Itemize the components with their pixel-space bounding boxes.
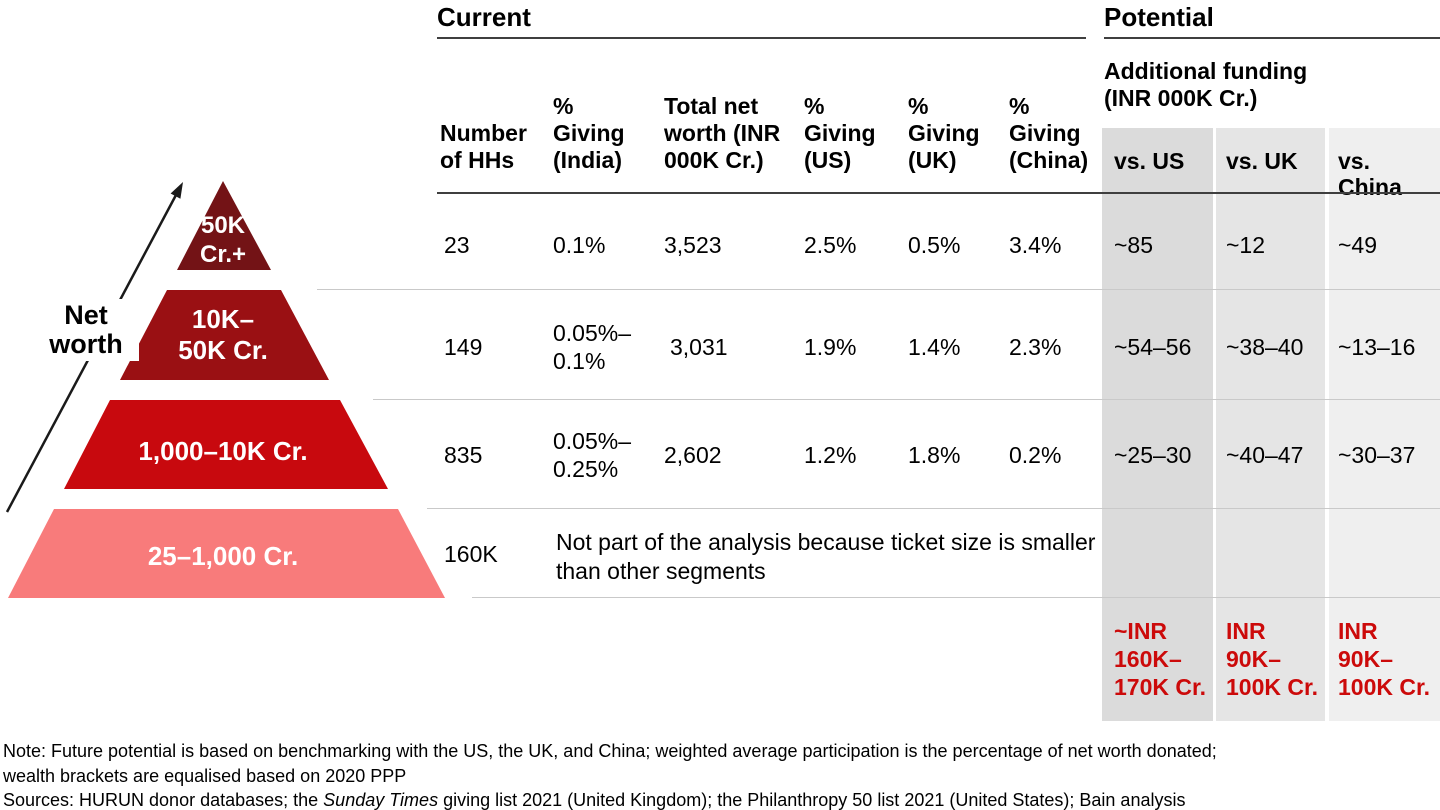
row1-giving-us: 2.5% (804, 232, 857, 258)
row3-giving-uk: 1.8% (908, 442, 961, 468)
row4-number-of-hhs: 160K (444, 541, 498, 567)
row1-giving-china: 3.4% (1009, 232, 1062, 258)
row1-vs-uk: ~12 (1226, 232, 1266, 258)
sources-suffix: giving list 2021 (United Kingdom); the P… (438, 790, 1186, 810)
table-header-underline (437, 192, 1440, 194)
vs-us-column-band (1102, 128, 1213, 721)
row4-exclusion-note: Not part of the analysis because ticket … (556, 529, 1096, 584)
row3-net-worth: 2,602 (664, 442, 722, 468)
pyramid-tier-50k-plus (177, 181, 271, 270)
current-section-title: Current (437, 2, 531, 32)
row3-giving-us: 1.2% (804, 442, 857, 468)
column-header-giving-us: % Giving (US) (804, 93, 876, 173)
column-header-vs-us: vs. US (1114, 148, 1185, 174)
row2-vs-us: ~54–56 (1114, 334, 1192, 360)
column-header-vs-china: vs. China (1338, 148, 1402, 200)
sources-prefix: Sources: HURUN donor databases; the (3, 790, 324, 810)
column-header-giving-uk: % Giving (UK) (908, 93, 980, 173)
footnote-line-2: wealth brackets are equalised based on 2… (3, 766, 407, 786)
pyramid-tier-label-1000-10k: 1,000–10K Cr. (138, 436, 308, 466)
column-header-giving-china: % Giving (China) (1009, 93, 1089, 173)
row1-giving-uk: 0.5% (908, 232, 961, 258)
row2-vs-uk: ~38–40 (1226, 334, 1304, 360)
row2-giving-india: 0.05%– 0.1% (553, 320, 632, 374)
pyramid-tier-25-1000 (8, 509, 445, 598)
row3-number-of-hhs: 835 (444, 442, 483, 468)
row1-net-worth: 3,523 (664, 232, 722, 258)
pyramid-tier-label-50k-plus: 50K Cr.+ (199, 212, 247, 268)
row3-giving-india: 0.05%– 0.25% (553, 428, 632, 482)
total-additional-funding-vs-us: ~INR 160K– 170K Cr. (1114, 618, 1207, 700)
row3-vs-us: ~25–30 (1114, 442, 1192, 468)
additional-funding-header: Additional funding (INR 000K Cr.) (1104, 58, 1308, 111)
sources-line: Sources: HURUN donor databases; the Sund… (3, 789, 1185, 810)
row2-giving-china: 2.3% (1009, 334, 1062, 360)
row3-vs-uk: ~40–47 (1226, 442, 1304, 468)
potential-section-underline (1104, 37, 1440, 39)
row1-giving-india: 0.1% (553, 232, 606, 258)
row2-giving-uk: 1.4% (908, 334, 961, 360)
row-separator-2 (373, 399, 1440, 400)
column-header-number-of-hhs: Number of HHs (440, 120, 527, 173)
row2-vs-china: ~13–16 (1338, 334, 1416, 360)
row2-net-worth: 3,031 (670, 334, 728, 360)
column-header-vs-uk: vs. UK (1226, 148, 1298, 174)
footnote-line-1: Note: Future potential is based on bench… (3, 741, 1217, 761)
pyramid-tier-label-10k-50k: 10K– 50K Cr. (178, 304, 268, 365)
pyramid-tier-label-25-1000: 25–1,000 Cr. (147, 541, 299, 571)
pyramid-tier-1000-10k (64, 400, 388, 489)
row-separator-3 (427, 508, 1440, 509)
net-worth-axis-arrowhead-icon (170, 182, 183, 199)
potential-section-title: Potential (1104, 2, 1214, 32)
net-worth-axis-label: Net worth (33, 299, 139, 361)
vs-china-column-band (1329, 128, 1440, 721)
total-additional-funding-vs-china: INR 90K– 100K Cr. (1338, 618, 1431, 700)
row1-vs-us: ~85 (1114, 232, 1154, 258)
current-section-underline (437, 37, 1086, 39)
column-header-giving-india: % Giving (India) (553, 93, 625, 173)
row3-giving-china: 0.2% (1009, 442, 1062, 468)
row3-vs-china: ~30–37 (1338, 442, 1416, 468)
row-separator-4 (472, 597, 1440, 598)
row-separator-1 (317, 289, 1440, 290)
total-additional-funding-vs-uk: INR 90K– 100K Cr. (1226, 618, 1319, 700)
row1-vs-china: ~49 (1338, 232, 1378, 258)
row2-number-of-hhs: 149 (444, 334, 483, 360)
vs-uk-column-band (1216, 128, 1325, 721)
pyramid-tier-10k-50k (120, 290, 329, 380)
column-header-total-net-worth: Total net worth (INR 000K Cr.) (664, 93, 781, 173)
row2-giving-us: 1.9% (804, 334, 857, 360)
sources-publication-name: Sunday Times (323, 790, 439, 810)
row1-number-of-hhs: 23 (444, 232, 470, 258)
